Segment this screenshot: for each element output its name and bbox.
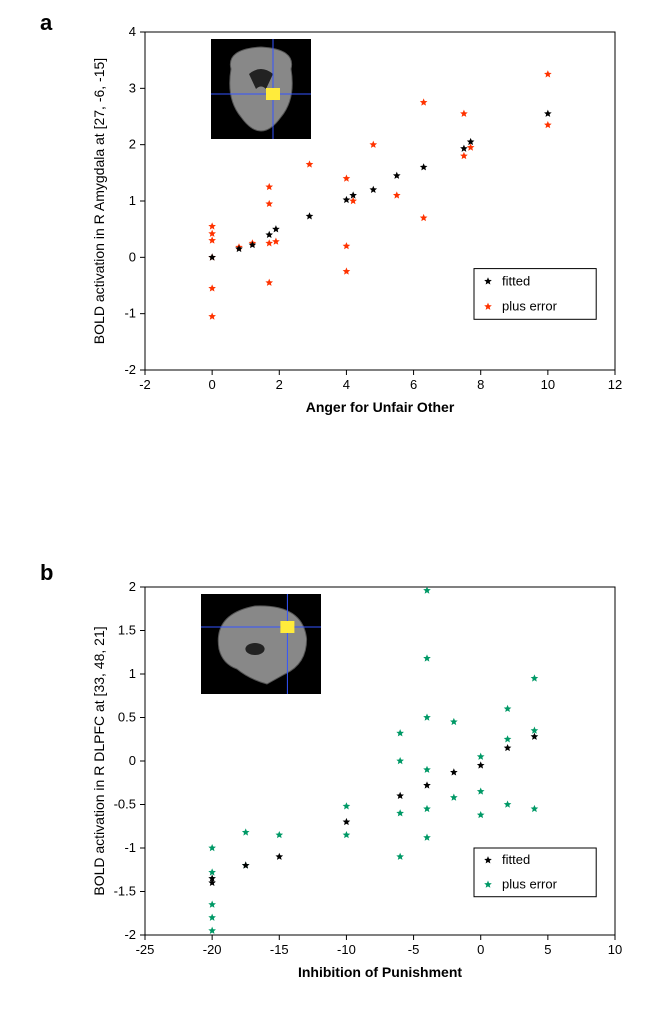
svg-text:plus error: plus error [502, 877, 558, 892]
svg-text:-1: -1 [124, 306, 136, 321]
svg-text:-25: -25 [136, 942, 155, 957]
panel-b-chart: -25 -20 -15 -10 -5 0 5 10 -2 -1.5 -1 -0.5 0 0.5 1 1.5 2 I… [90, 575, 630, 985]
svg-text:12: 12 [608, 377, 622, 392]
svg-text:0: 0 [129, 753, 136, 768]
brain-inset [211, 39, 311, 139]
svg-text:8: 8 [477, 377, 484, 392]
panel-a-chart: -2024681012-2-101234Anger for Unfair Oth… [90, 20, 630, 420]
svg-text:Anger for Unfair Other: Anger for Unfair Other [306, 399, 455, 415]
svg-text:6: 6 [410, 377, 417, 392]
svg-text:BOLD activation in R DLPFC at: BOLD activation in R DLPFC at [33, 48, 2… [91, 626, 107, 895]
panel-a-label: a [40, 10, 52, 36]
svg-text:-0.5: -0.5 [114, 797, 136, 812]
svg-text:0: 0 [209, 377, 216, 392]
svg-text:-5: -5 [408, 942, 420, 957]
svg-text:-20: -20 [203, 942, 222, 957]
svg-text:0: 0 [129, 249, 136, 264]
svg-text:1.5: 1.5 [118, 623, 136, 638]
svg-text:fitted: fitted [502, 273, 530, 288]
svg-text:-2: -2 [124, 362, 136, 377]
svg-text:-1.5: -1.5 [114, 884, 136, 899]
svg-text:1: 1 [129, 193, 136, 208]
svg-text:2: 2 [129, 137, 136, 152]
svg-text:-2: -2 [139, 377, 151, 392]
svg-text:-10: -10 [337, 942, 356, 957]
svg-text:fitted: fitted [502, 852, 530, 867]
svg-text:10: 10 [541, 377, 555, 392]
svg-text:-15: -15 [270, 942, 289, 957]
svg-text:-2: -2 [124, 927, 136, 942]
svg-text:1: 1 [129, 666, 136, 681]
svg-text:2: 2 [129, 579, 136, 594]
svg-text:2: 2 [276, 377, 283, 392]
svg-text:5: 5 [544, 942, 551, 957]
svg-text:4: 4 [343, 377, 350, 392]
svg-text:-1: -1 [124, 840, 136, 855]
svg-text:0.5: 0.5 [118, 710, 136, 725]
figure-container: a -2024681012-2-101234Anger for Unfair O… [0, 0, 666, 1026]
svg-text:4: 4 [129, 24, 136, 39]
svg-text:plus error: plus error [502, 299, 558, 314]
svg-text:Inhibition of Punishment: Inhibition of Punishment [298, 964, 462, 980]
svg-text:10: 10 [608, 942, 622, 957]
brain-inset [201, 594, 321, 694]
svg-text:0: 0 [477, 942, 484, 957]
svg-text:3: 3 [129, 80, 136, 95]
svg-text:BOLD activation in R Amygdala: BOLD activation in R Amygdala at [27, -6… [91, 58, 107, 344]
panel-b-label: b [40, 560, 53, 586]
